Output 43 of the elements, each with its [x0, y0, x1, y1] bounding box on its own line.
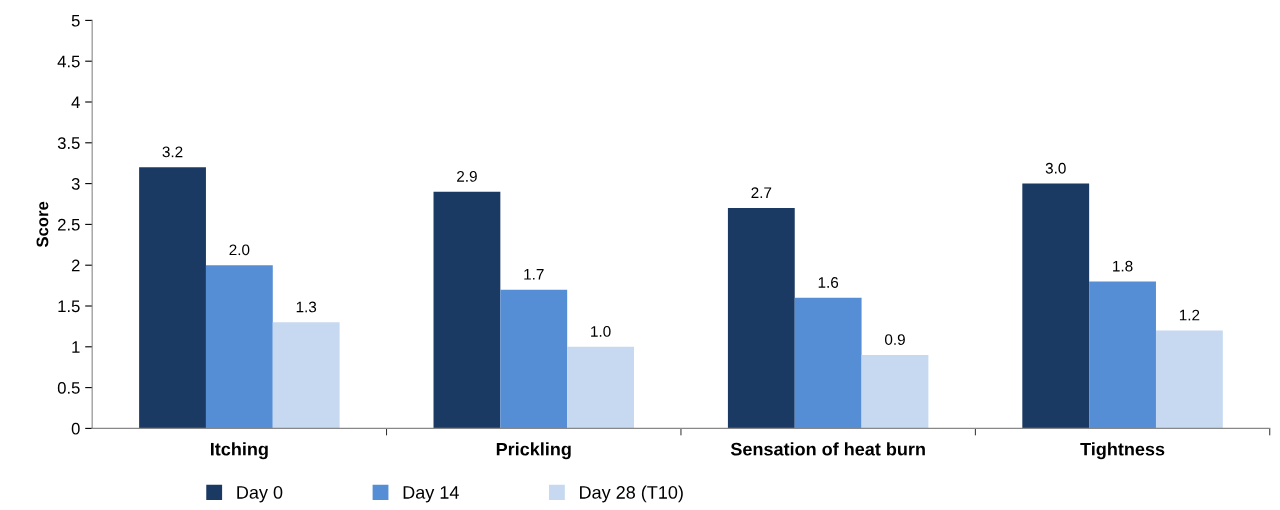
- bar: [1089, 281, 1156, 429]
- data-label: 1.2: [1179, 309, 1200, 321]
- x-tick-label: Sensation of heat burn: [730, 442, 925, 456]
- data-label: 1.3: [296, 301, 317, 313]
- y-tick-label: 2.5: [58, 218, 80, 231]
- x-tick-label: Itching: [210, 442, 268, 460]
- bar: [139, 167, 206, 429]
- bar: [205, 265, 273, 429]
- data-label: 1.0: [591, 326, 611, 337]
- bar: [272, 322, 340, 429]
- x-tick-label: Prickling: [496, 442, 571, 460]
- bar: [1022, 183, 1090, 429]
- bar: [861, 354, 929, 429]
- legend-label: Day 28 (T10): [580, 485, 683, 503]
- bar: [1155, 330, 1223, 429]
- y-tick-label: 0: [71, 422, 80, 435]
- y-tick-label: 1: [72, 341, 80, 353]
- y-tick-label: 3: [71, 178, 80, 190]
- data-label: 2.9: [457, 170, 477, 182]
- legend-label: Day 0: [237, 486, 283, 503]
- y-tick-label: 4: [71, 96, 80, 109]
- y-axis-title: Score: [36, 201, 49, 248]
- y-tick-label: 4.5: [57, 55, 80, 68]
- y-tick-label: 0.5: [57, 382, 80, 394]
- bar: [794, 297, 862, 429]
- bar: [500, 289, 568, 429]
- data-label: 2.0: [229, 244, 250, 256]
- data-label: 3.2: [162, 146, 183, 158]
- y-tick-label: 5: [71, 14, 80, 27]
- y-tick-label: 2: [71, 259, 80, 272]
- legend-label: Day 14: [403, 486, 459, 503]
- data-label: 1.7: [524, 269, 544, 280]
- data-label: 0.9: [884, 334, 905, 345]
- data-label: 2.7: [751, 187, 772, 198]
- y-tick-label: 1.5: [58, 300, 80, 313]
- data-label: 3.0: [1045, 162, 1066, 174]
- bar: [433, 191, 501, 429]
- data-label: 1.8: [1113, 260, 1133, 272]
- bar: [727, 208, 795, 429]
- bar: [567, 346, 634, 429]
- x-tick-label: Tightness: [1080, 442, 1165, 460]
- data-label: 1.6: [818, 277, 839, 288]
- y-tick-label: 3.5: [57, 137, 80, 149]
